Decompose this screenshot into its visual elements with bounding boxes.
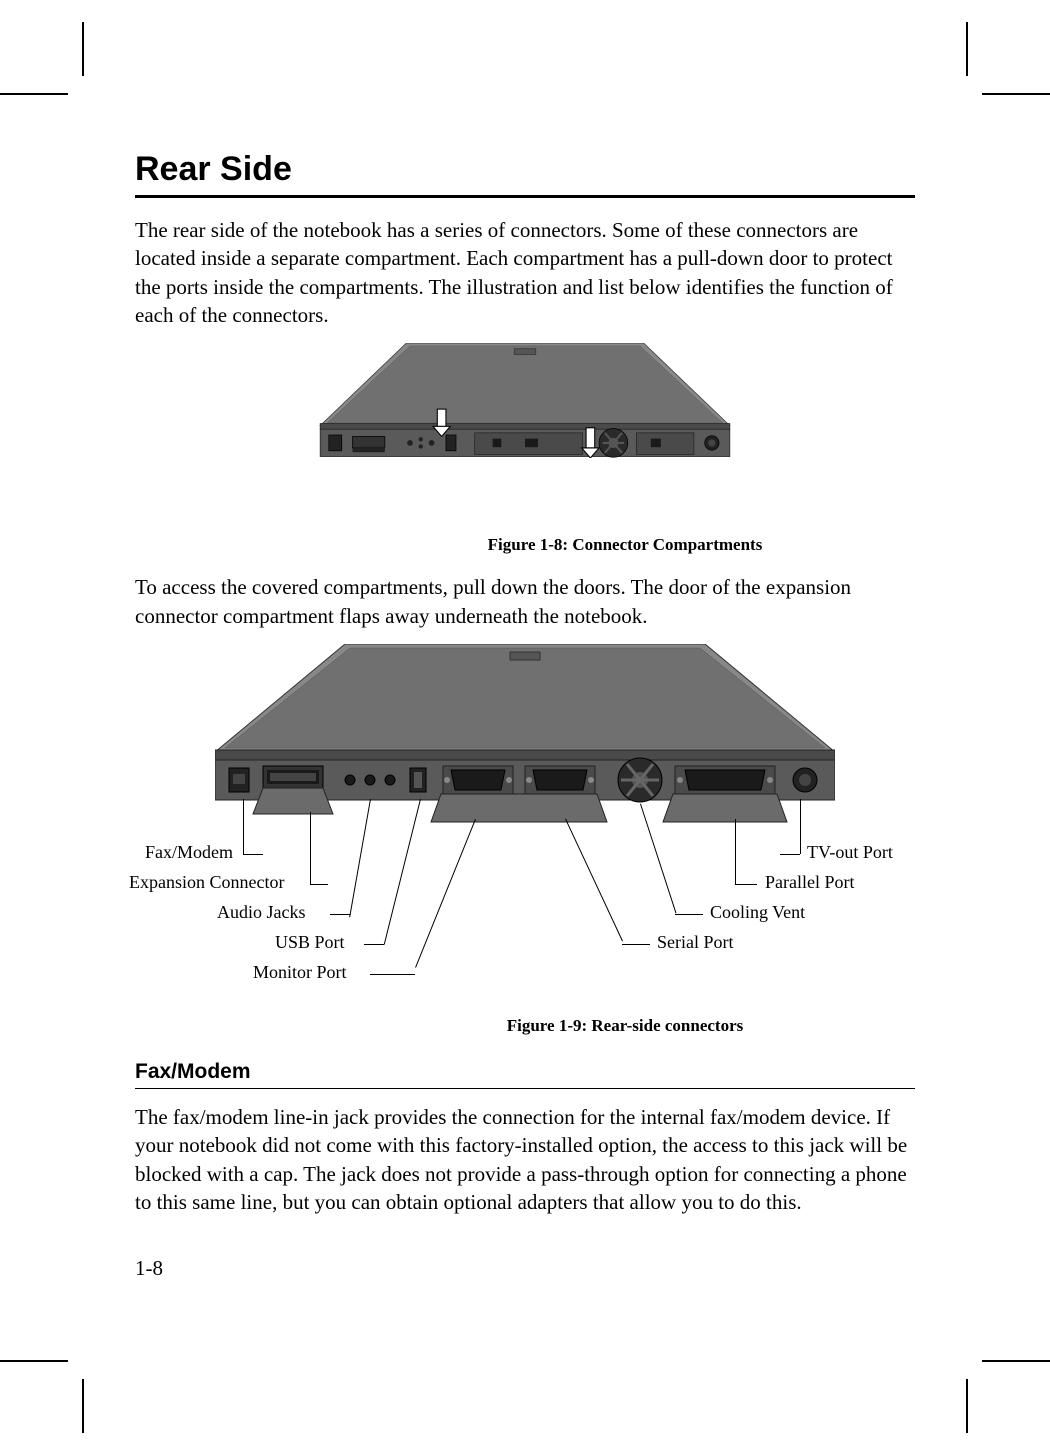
figure-1-9-caption: Figure 1-9: Rear-side connectors <box>135 1016 915 1036</box>
mid-paragraph: To access the covered compartments, pull… <box>135 573 915 630</box>
label-monitor-port: Monitor Port <box>253 962 347 983</box>
figure-1-8-caption: Figure 1-8: Connector Compartments <box>135 535 915 555</box>
label-parallel-port: Parallel Port <box>765 872 854 893</box>
leader <box>243 854 263 855</box>
leader <box>780 854 800 855</box>
leader <box>622 944 650 945</box>
laptop-rear-closed-svg <box>240 343 810 458</box>
label-serial-port: Serial Port <box>657 932 734 953</box>
page-number: 1-8 <box>135 1256 915 1281</box>
crop-mark <box>982 1360 1050 1362</box>
fax-modem-paragraph: The fax/modem line-in jack provides the … <box>135 1103 915 1216</box>
leader <box>370 974 415 975</box>
crop-mark <box>82 22 84 76</box>
sub-heading-fax-modem: Fax/Modem <box>135 1060 915 1084</box>
leader <box>243 799 244 854</box>
intro-paragraph: The rear side of the notebook has a seri… <box>135 216 915 329</box>
label-audio-jacks: Audio Jacks <box>217 902 306 923</box>
leader <box>364 944 384 945</box>
label-cooling-vent: Cooling Vent <box>710 902 805 923</box>
crop-mark <box>0 93 68 95</box>
figure-1-8 <box>135 343 915 523</box>
crop-mark <box>0 1360 68 1362</box>
leader <box>310 884 328 885</box>
crop-mark <box>982 93 1050 95</box>
crop-mark <box>82 1379 84 1433</box>
leader <box>310 812 311 884</box>
leader <box>735 819 736 884</box>
leader <box>735 884 757 885</box>
label-expansion-connector: Expansion Connector <box>129 872 284 893</box>
label-fax-modem: Fax/Modem <box>145 842 233 863</box>
label-tv-out-port: TV-out Port <box>807 842 893 863</box>
leader <box>675 914 703 915</box>
figure-1-9: Fax/Modem Expansion Connector Audio Jack… <box>135 644 915 1004</box>
main-heading: Rear Side <box>135 150 915 189</box>
heading-rule <box>135 195 915 198</box>
crop-mark <box>966 1379 968 1433</box>
sub-heading-rule <box>135 1088 915 1089</box>
page-content: Rear Side The rear side of the notebook … <box>135 150 915 1281</box>
leader <box>800 799 801 854</box>
label-usb-port: USB Port <box>275 932 345 953</box>
leader <box>330 914 350 915</box>
laptop-rear-open-svg <box>215 644 835 854</box>
crop-mark <box>966 22 968 76</box>
